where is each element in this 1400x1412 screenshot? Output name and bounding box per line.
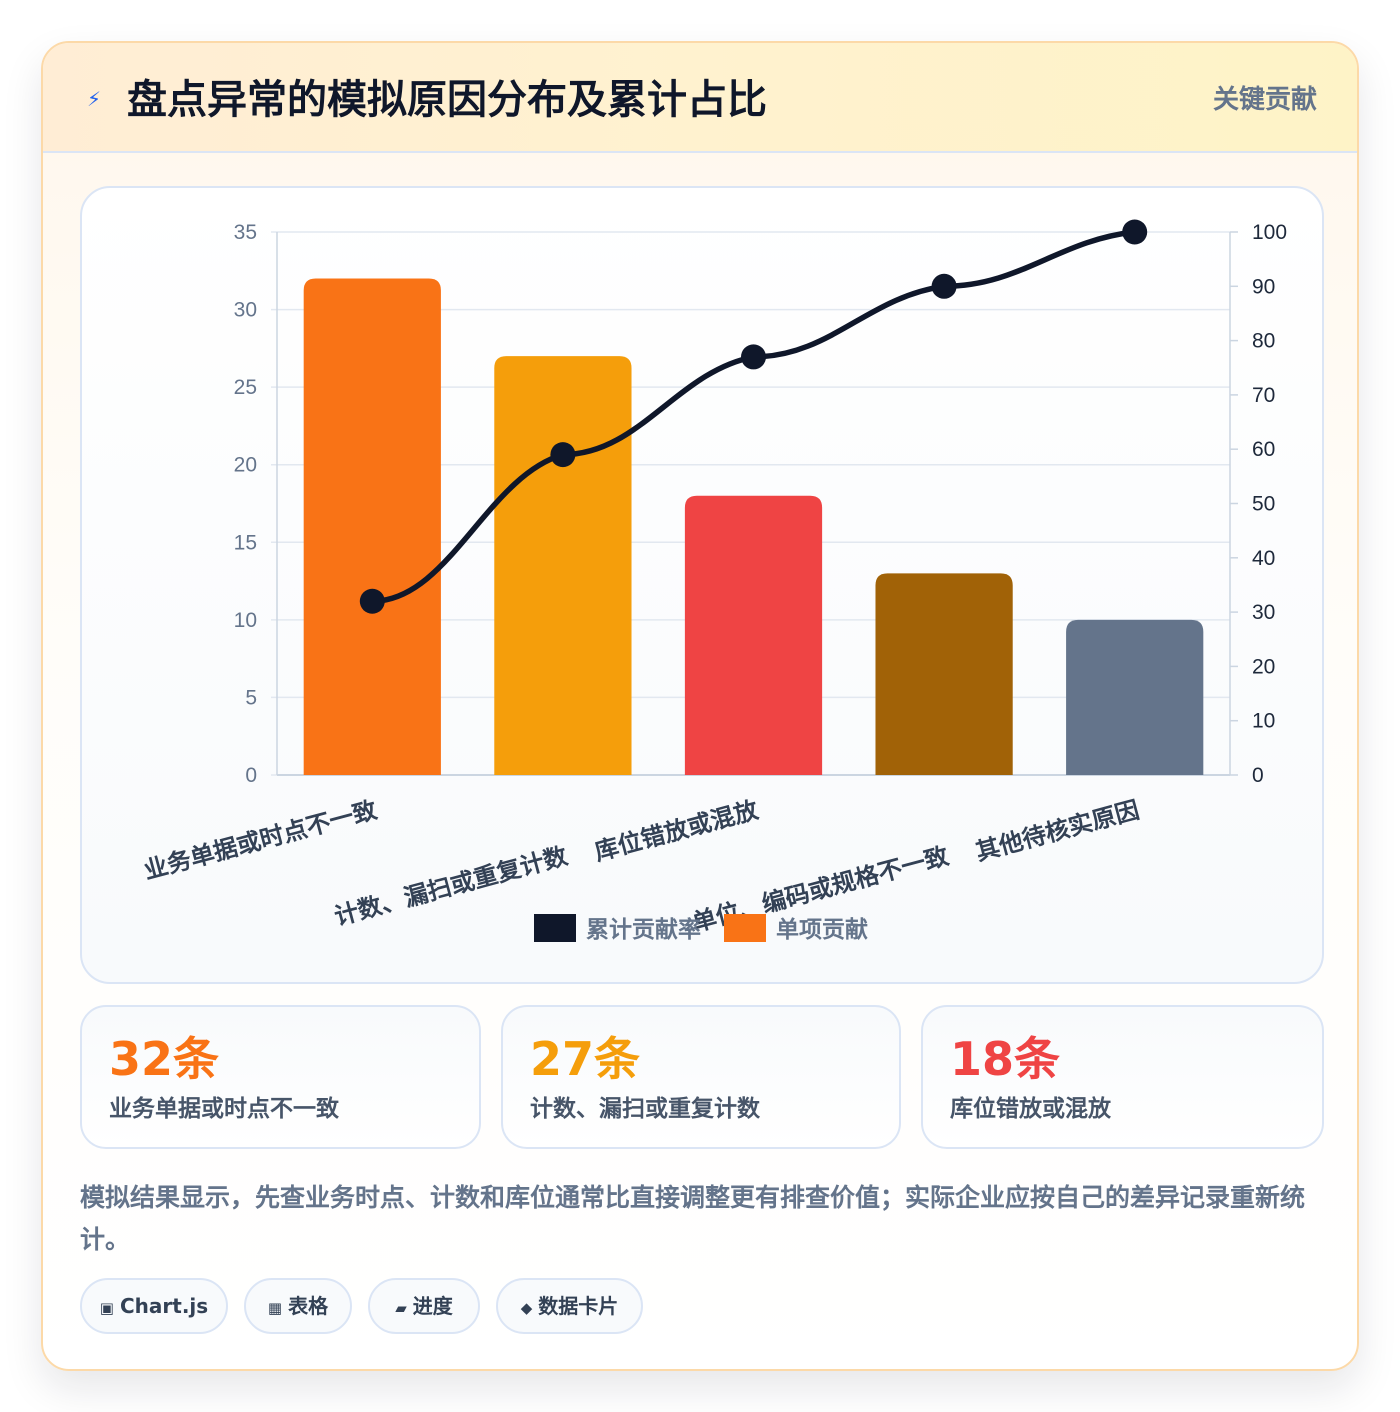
tag-label: 表格 xyxy=(288,1294,329,1318)
y-right-tick-label: 30 xyxy=(1252,601,1275,624)
x-tick-label: 业务单据或时点不一致 xyxy=(141,795,381,884)
cumulative-point-3 xyxy=(741,344,766,370)
card-header: ⚡ 盘点异常的模拟原因分布及累计占比 关键贡献 xyxy=(43,43,1357,153)
bar-4 xyxy=(875,573,1013,775)
stat-card-1: 32条 业务单据或时点不一致 xyxy=(80,1005,481,1149)
header-badge: 关键贡献 xyxy=(1212,85,1317,115)
cumulative-point-4 xyxy=(931,273,957,299)
report-card: ⚡ 盘点异常的模拟原因分布及累计占比 关键贡献 0 5 10 15 20 25 30 35 0 1… xyxy=(41,41,1359,1371)
bar-1 xyxy=(303,278,441,775)
chart-panel: 0 5 10 15 20 25 30 35 0 10 20 30 40 50 60 70 80 90 100 业务单据… xyxy=(80,186,1324,984)
cumulative-point-1 xyxy=(359,588,385,614)
diamond-icon: ◆ xyxy=(520,1299,533,1317)
tag-data-card[interactable]: ◆ 数据卡片 xyxy=(496,1278,643,1334)
legend-label-1: 累计贡献率 xyxy=(586,916,701,942)
bar-3 xyxy=(684,495,823,775)
y-right-tick-label: 70 xyxy=(1252,384,1275,407)
y-left-tick-label: 0 xyxy=(245,764,257,787)
lightning-icon: ⚡ xyxy=(87,87,102,111)
stat-card-2: 27条 计数、漏扫或重复计数 xyxy=(501,1005,901,1149)
y-right-tick-label: 20 xyxy=(1252,655,1275,678)
pareto-chart: 0 5 10 15 20 25 30 35 0 10 20 30 40 50 60 70 80 90 100 业务单据… xyxy=(141,219,1287,942)
bar-5 xyxy=(1066,619,1204,775)
y-right-tick-label: 100 xyxy=(1252,221,1287,244)
stat-value: 27条 xyxy=(530,1032,641,1086)
y-right-tick-label: 40 xyxy=(1252,547,1275,570)
y-left-tick-label: 30 xyxy=(234,299,257,322)
stat-label: 计数、漏扫或重复计数 xyxy=(530,1096,760,1122)
y-left-tick-label: 25 xyxy=(234,376,257,399)
page-title: 盘点异常的模拟原因分布及累计占比 xyxy=(127,77,767,123)
tag-table[interactable]: ▦ 表格 xyxy=(244,1278,352,1334)
legend-swatch-1 xyxy=(534,914,576,942)
y-left-tick-label: 15 xyxy=(234,531,257,554)
tag-label: Chart.js xyxy=(119,1294,209,1318)
legend-label-2: 单项贡献 xyxy=(776,916,868,942)
x-tick-label: 库位错放或混放 xyxy=(592,795,762,866)
y-left-tick-label: 5 xyxy=(245,686,257,709)
y-right-tick-label: 50 xyxy=(1252,493,1275,516)
chart-icon: ▣ xyxy=(99,1299,114,1317)
bar-2 xyxy=(494,356,632,775)
stat-label: 业务单据或时点不一致 xyxy=(109,1096,339,1122)
table-icon: ▦ xyxy=(267,1299,283,1317)
tag-label: 数据卡片 xyxy=(538,1294,619,1318)
legend-swatch-2 xyxy=(724,914,766,942)
y-right-tick-label: 90 xyxy=(1252,275,1275,298)
stat-card-3: 18条 库位错放或混放 xyxy=(921,1005,1324,1149)
stat-value: 18条 xyxy=(950,1032,1061,1086)
summary-note: 模拟结果显示，先查业务时点、计数和库位通常比直接调整更有排查价值；实际企业应按自… xyxy=(80,1183,1306,1254)
y-right-tick-label: 60 xyxy=(1252,438,1275,461)
stat-value: 32条 xyxy=(109,1032,220,1086)
y-left-tick-label: 35 xyxy=(234,221,257,244)
progress-icon: ▰ xyxy=(395,1299,407,1317)
y-right-tick-label: 0 xyxy=(1252,764,1264,787)
tag-chartjs[interactable]: ▣ Chart.js xyxy=(80,1278,228,1334)
cumulative-point-5 xyxy=(1122,219,1148,245)
y-right-tick-label: 10 xyxy=(1252,710,1275,733)
stat-label: 库位错放或混放 xyxy=(950,1096,1111,1122)
y-right-tick-label: 80 xyxy=(1252,330,1275,353)
x-tick-label: 其他待核实原因 xyxy=(973,796,1143,867)
y-left-tick-label: 10 xyxy=(234,609,257,632)
y-left-tick-label: 20 xyxy=(234,454,257,477)
tag-progress[interactable]: ▰ 进度 xyxy=(368,1278,480,1334)
tag-label: 进度 xyxy=(412,1294,453,1318)
cumulative-point-2 xyxy=(550,442,576,468)
